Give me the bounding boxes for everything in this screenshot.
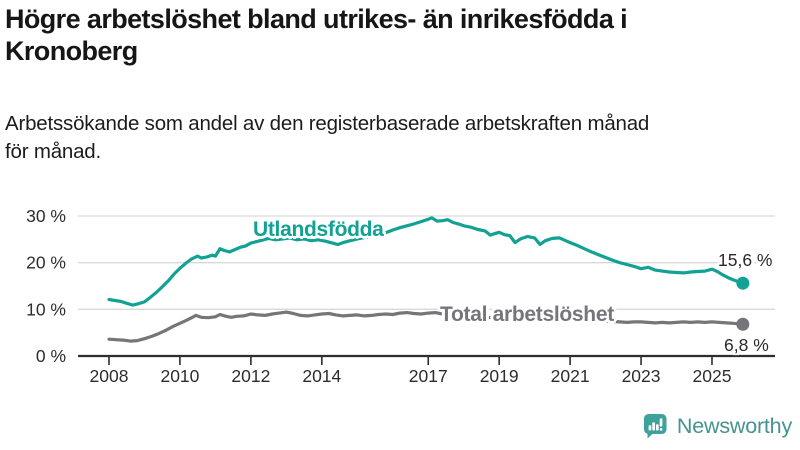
series-lines [107,216,750,343]
series-end-dot-1 [736,317,750,331]
x-axis-line-and-ticks [78,354,775,365]
x-tick-label: 2021 [551,366,590,386]
x-tick-label: 2012 [231,366,270,386]
x-tick-label: 2008 [90,366,129,386]
x-tick-label: 2010 [160,366,199,386]
x-tick-label: 2017 [409,366,448,386]
y-tick-label: 20 % [26,253,66,273]
end-value-label-utlandsfodda: 15,6 % [718,250,773,270]
newsworthy-logo: Newsworthy [643,413,792,439]
x-tick-label: 2023 [622,366,661,386]
chart-subtitle-line2: för månad. [5,140,101,163]
series-label-total-arbetsloshet: Total arbetslöshet [440,303,614,326]
chart-title-line2: Kronoberg [5,36,138,66]
y-axis-tick-labels: 0 % 10 % 20 % 30 % [26,206,66,366]
series-end-dot-0 [736,276,750,290]
y-tick-label: 0 % [36,346,66,366]
end-value-label-total-arbetsloshet: 6,8 % [724,335,769,355]
chart-subtitle-line1: Arbetssökande som andel av den registerb… [5,112,650,135]
series-line-1 [107,310,745,343]
header: Högre arbetslöshet bland utrikes- än inr… [5,3,649,163]
x-axis-tick-labels: 2008 2010 2012 2014 2017 2019 2021 2023 2025 [90,366,732,386]
y-tick-label: 30 % [26,206,66,226]
x-tick-label: 2019 [480,366,519,386]
chart-title: Högre arbetslöshet bland utrikes- än inr… [5,3,628,67]
x-tick-label: 2014 [302,366,341,386]
newsworthy-wordmark: Newsworthy [676,413,792,438]
newsworthy-bar-chart-icon [643,414,667,439]
series-label-utlandsfodda: Utlandsfödda [253,218,384,241]
y-tick-label: 10 % [26,299,66,319]
chart-subtitle: Arbetssökande som andel av den registerb… [5,110,785,166]
chart-title-line1: Högre arbetslöshet bland utrikes- än inr… [5,4,628,34]
gridlines [78,215,775,310]
x-tick-label: 2025 [693,366,732,386]
series-line-0 [107,216,745,307]
